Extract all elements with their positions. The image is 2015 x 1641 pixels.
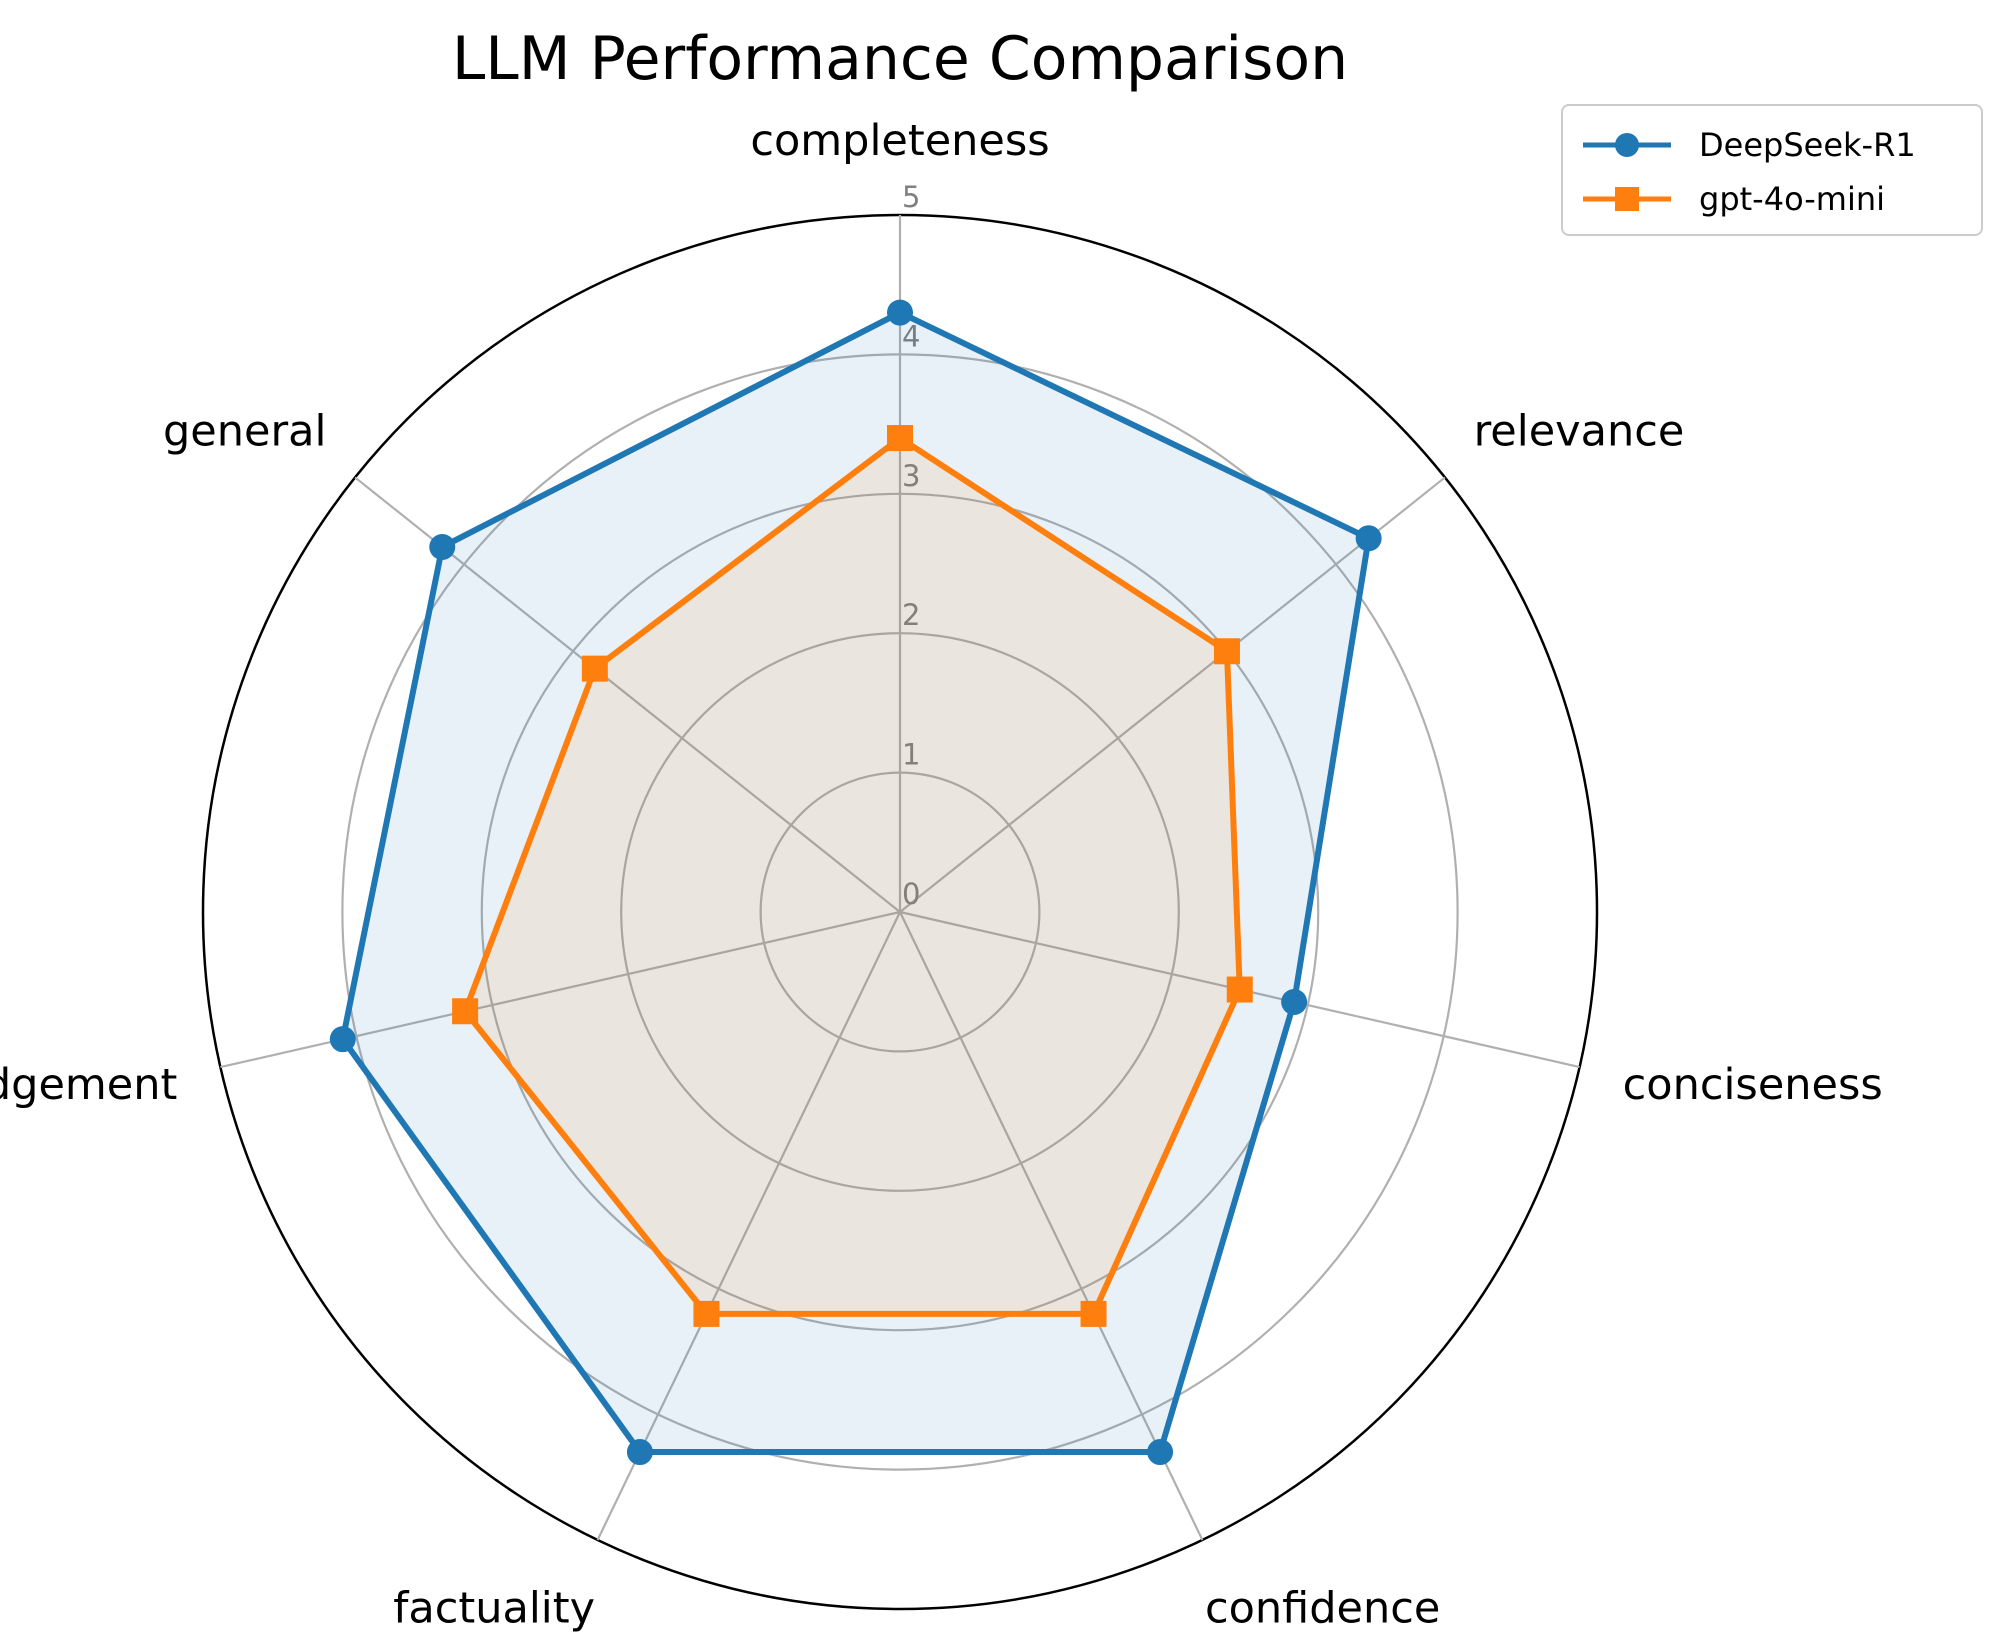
axis-spoke (596, 911, 901, 1541)
category-label-general: general (163, 407, 326, 457)
series-fill-1 (465, 438, 1240, 1314)
data-point-circle (626, 1439, 653, 1466)
radial-tick-label: 4 (902, 319, 920, 353)
category-label-completeness: completeness (750, 116, 1049, 166)
legend-label-gpt: gpt-4o-mini (1699, 180, 1886, 218)
category-label-confidence: confidence (1205, 1584, 1440, 1634)
series-line-1 (462, 435, 1243, 1317)
legend-dot-0 (1615, 133, 1639, 157)
data-point-square (581, 655, 608, 682)
legend-dot-1 (1615, 187, 1639, 211)
radial-tick-label: 0 (902, 877, 920, 911)
data-point-circle (1355, 525, 1382, 552)
radial-tick-label: 3 (902, 459, 920, 493)
radial-tick-label: 5 (902, 180, 920, 214)
data-point-circle (1147, 1439, 1174, 1466)
data-point-circle (429, 533, 456, 560)
category-label-judgement: judgement (0, 1060, 177, 1110)
category-label-relevance: relevance (1474, 407, 1685, 457)
series-layer (329, 299, 1382, 1466)
radial-tick-label: 1 (902, 738, 920, 772)
legend-marker-circle-icon (1583, 133, 1671, 157)
radial-tick-labels: 0 1 2 3 4 5 (902, 180, 920, 911)
data-point-square (1080, 1300, 1107, 1327)
category-label-factuality: factuality (393, 1584, 595, 1634)
legend: DeepSeek-R1 gpt-4o-mini (1561, 104, 1983, 236)
data-point-circle (329, 1026, 356, 1053)
data-point-circle (1281, 988, 1308, 1015)
legend-item-gpt: gpt-4o-mini (1577, 174, 1885, 224)
data-point-square (1213, 638, 1240, 665)
category-label-conciseness: conciseness (1623, 1060, 1883, 1110)
radial-tick-label: 2 (902, 598, 920, 632)
chart-title: LLM Performance Comparison (451, 24, 1349, 94)
axis-spoke (899, 911, 1204, 1541)
data-point-square (452, 998, 479, 1025)
category-labels: completeness relevance conciseness confiden… (0, 116, 1883, 1634)
data-point-square (887, 425, 913, 452)
series-line-0 (339, 309, 1372, 1456)
data-point-square (693, 1300, 720, 1327)
series-fill-0 (342, 312, 1369, 1453)
axis-spoke (899, 476, 1446, 913)
data-point-square (1226, 976, 1253, 1003)
data-point-circle (887, 299, 913, 326)
legend-item-deepseek: DeepSeek-R1 (1577, 120, 1916, 170)
legend-marker-square-icon (1583, 187, 1671, 211)
legend-label-deepseek: DeepSeek-R1 (1699, 126, 1916, 164)
